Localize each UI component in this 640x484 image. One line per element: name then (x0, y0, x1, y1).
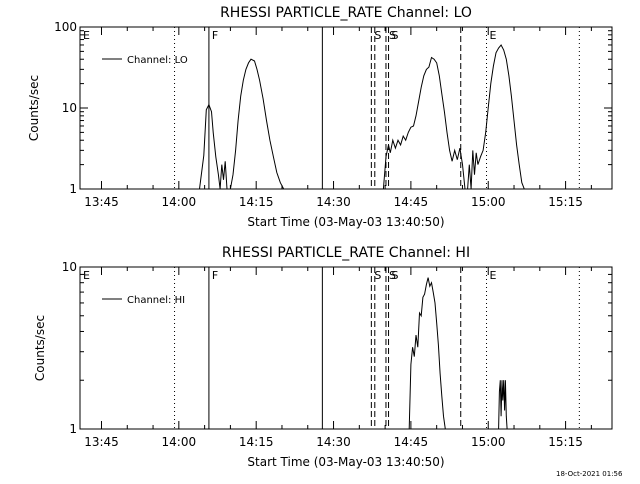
x-tick-label: 14:30 (316, 195, 351, 209)
x-tick-label: 14:45 (394, 195, 429, 209)
x-axis-label: Start Time (03-May-03 13:40:50) (247, 455, 444, 469)
x-tick-label: 15:00 (471, 435, 506, 449)
y-tick-label: 10 (62, 101, 77, 115)
chart-title: RHESSI PARTICLE_RATE Channel: LO (220, 5, 472, 21)
series-line (199, 58, 290, 189)
x-tick-label: 14:45 (394, 435, 429, 449)
series-group (199, 44, 525, 189)
event-marker-label: E (83, 269, 90, 282)
event-marker-label: S (374, 269, 381, 282)
event-marker-label: S (392, 29, 399, 42)
x-tick-label: 14:00 (162, 435, 197, 449)
legend-label: Channel: HI (127, 295, 185, 306)
event-marker-label: E (490, 29, 497, 42)
event-marker-label: S (389, 269, 396, 282)
x-tick-label: 13:45 (84, 195, 119, 209)
chart-panel-hi: RHESSI PARTICLE_RATE Channel: HI 13:45 14:… (33, 245, 613, 469)
event-marker-label: S (392, 269, 399, 282)
event-marker-label: E (83, 29, 90, 42)
y-tick-label: 100 (54, 20, 77, 34)
x-tick-label: 15:00 (471, 195, 506, 209)
series-group (408, 277, 508, 429)
y-tick-label: 1 (69, 422, 77, 436)
x-tick-label: 14:00 (162, 195, 197, 209)
x-tick-label: 13:45 (84, 435, 119, 449)
event-marker-label: F (212, 269, 218, 282)
y-axis-label: Counts/sec (33, 315, 47, 381)
x-tick-label: 14:15 (239, 435, 274, 449)
x-tick-label: 14:15 (239, 195, 274, 209)
event-marker-label: E (490, 269, 497, 282)
chart-title: RHESSI PARTICLE_RATE Channel: HI (222, 245, 470, 261)
x-axis-label: Start Time (03-May-03 13:40:50) (247, 215, 444, 229)
y-tick-label: 1 (69, 182, 77, 196)
event-marker-label: S (374, 29, 381, 42)
x-tick-label: 14:30 (316, 435, 351, 449)
footer-timestamp: 18-Oct-2021 01:56 (556, 470, 623, 478)
plot-frame (79, 26, 613, 190)
event-marker-label: S (389, 29, 396, 42)
chart-panel-lo: RHESSI PARTICLE_RATE Channel: LO 13:45 14:… (27, 5, 613, 229)
series-line (382, 44, 525, 189)
x-tick-label: 15:15 (548, 435, 583, 449)
y-tick-label: 10 (62, 260, 77, 274)
plot-frame (79, 266, 613, 430)
y-axis-label: Counts/sec (27, 75, 41, 141)
series-line (498, 380, 508, 429)
series-line (408, 277, 447, 429)
event-marker-label: F (212, 29, 218, 42)
x-tick-label: 15:15 (548, 195, 583, 209)
legend-label: Channel: LO (127, 55, 188, 66)
